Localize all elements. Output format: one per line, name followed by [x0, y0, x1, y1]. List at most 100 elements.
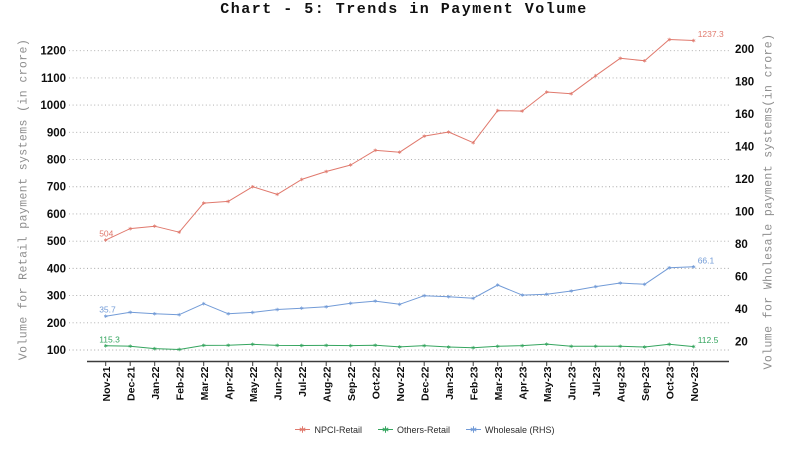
legend: NPCI-Retail Others-Retail Wholesale (RHS… — [0, 424, 808, 435]
left-tick-label: 800 — [47, 155, 66, 167]
point-marker — [691, 344, 696, 349]
legend-item-others-retail: Others-Retail — [377, 424, 450, 435]
legend-label: Wholesale (RHS) — [485, 424, 555, 435]
point-marker — [642, 282, 647, 287]
point-marker — [275, 307, 279, 312]
line-asterisk-marker-icon — [377, 426, 393, 433]
right-tick-label: 20 — [735, 337, 748, 349]
legend-label: Others-Retail — [396, 424, 450, 435]
point-marker — [422, 134, 426, 138]
point-marker — [667, 37, 671, 42]
point-marker — [642, 345, 647, 349]
x-tick-label: Jul-22 — [297, 366, 309, 397]
point-marker — [373, 299, 377, 303]
point-marker — [250, 342, 255, 347]
point-marker — [177, 347, 181, 352]
point-marker — [324, 304, 328, 309]
point-marker — [103, 344, 108, 348]
point-marker — [593, 73, 598, 78]
x-tick-label: Sep-23 — [640, 366, 652, 401]
point-marker — [642, 58, 647, 63]
point-marker — [324, 169, 328, 174]
x-tick-label: Apr-22 — [223, 366, 235, 399]
right-tick-label: 120 — [735, 174, 754, 186]
data-label-last: 1237.3 — [698, 29, 724, 39]
x-tick-label: Nov-23 — [689, 366, 701, 401]
point-marker — [348, 163, 353, 167]
chart-title: Chart - 5: Trends in Payment Volume — [220, 1, 588, 18]
data-label-last: 66.1 — [698, 255, 715, 265]
data-label-first: 504 — [99, 229, 113, 239]
point-marker — [520, 109, 524, 113]
left-tick-label: 400 — [47, 263, 66, 275]
x-tick-label: May-22 — [248, 366, 260, 402]
left-tick-label: 500 — [47, 236, 66, 248]
point-marker — [593, 344, 598, 349]
x-tick-label: Oct-23 — [664, 366, 676, 399]
point-marker — [201, 343, 206, 348]
point-marker — [691, 38, 696, 43]
left-tick-label: 700 — [47, 182, 66, 194]
x-tick-label: Mar-22 — [199, 366, 211, 400]
line-asterisk-marker-icon — [295, 426, 311, 433]
point-marker — [446, 345, 451, 349]
point-marker — [397, 150, 402, 154]
x-tick-label: Feb-23 — [468, 366, 480, 400]
data-label-last: 112.5 — [698, 335, 719, 345]
left-tick-label: 100 — [47, 345, 66, 357]
point-marker — [544, 292, 549, 297]
left-tick-label: 200 — [47, 318, 66, 330]
point-marker — [177, 230, 181, 234]
x-tick-label: Jul-23 — [591, 366, 603, 397]
point-marker — [250, 184, 255, 189]
point-marker — [152, 224, 157, 228]
x-tick-label: Aug-22 — [321, 366, 333, 402]
point-marker — [373, 148, 377, 153]
x-tick-label: Aug-23 — [615, 366, 627, 402]
point-marker — [569, 289, 573, 293]
x-tick-label: Jun-22 — [272, 366, 284, 400]
point-marker — [226, 311, 230, 316]
point-marker — [495, 108, 500, 113]
point-marker — [593, 284, 598, 289]
data-label-first: 35.7 — [99, 305, 116, 315]
point-marker — [471, 345, 475, 350]
left-tick-label: 900 — [47, 127, 66, 139]
left-tick-label: 300 — [47, 291, 66, 303]
point-marker — [618, 344, 622, 349]
point-marker — [618, 281, 622, 285]
right-tick-label: 160 — [735, 109, 754, 121]
right-tick-label: 100 — [735, 207, 754, 219]
right-tick-label: 140 — [735, 142, 754, 154]
right-tick-label: 80 — [735, 239, 748, 251]
point-marker — [275, 343, 279, 348]
point-marker — [201, 301, 206, 306]
point-marker — [618, 56, 622, 61]
point-marker — [446, 294, 451, 299]
point-marker — [152, 346, 157, 351]
point-marker — [495, 283, 500, 287]
point-marker — [324, 343, 328, 348]
point-marker — [569, 344, 573, 349]
x-tick-label: Jan-23 — [444, 366, 456, 399]
point-marker — [299, 177, 304, 182]
x-tick-label: Apr-23 — [517, 366, 529, 399]
right-tick-label: 200 — [735, 44, 754, 56]
point-marker — [152, 311, 157, 316]
point-marker — [299, 306, 304, 311]
point-marker — [397, 302, 402, 307]
line-asterisk-marker-icon — [466, 426, 481, 433]
x-tick-label: Sep-22 — [346, 366, 358, 401]
x-tick-label: Oct-22 — [370, 366, 382, 399]
point-marker — [667, 265, 671, 270]
data-label-first: 115.3 — [99, 334, 120, 344]
left-tick-label: 1200 — [40, 46, 66, 58]
left-tick-label: 600 — [47, 209, 66, 221]
point-marker — [667, 342, 671, 347]
right-tick-label: 180 — [735, 77, 754, 89]
point-marker — [348, 343, 353, 348]
point-marker — [250, 310, 255, 315]
point-marker — [103, 314, 108, 318]
